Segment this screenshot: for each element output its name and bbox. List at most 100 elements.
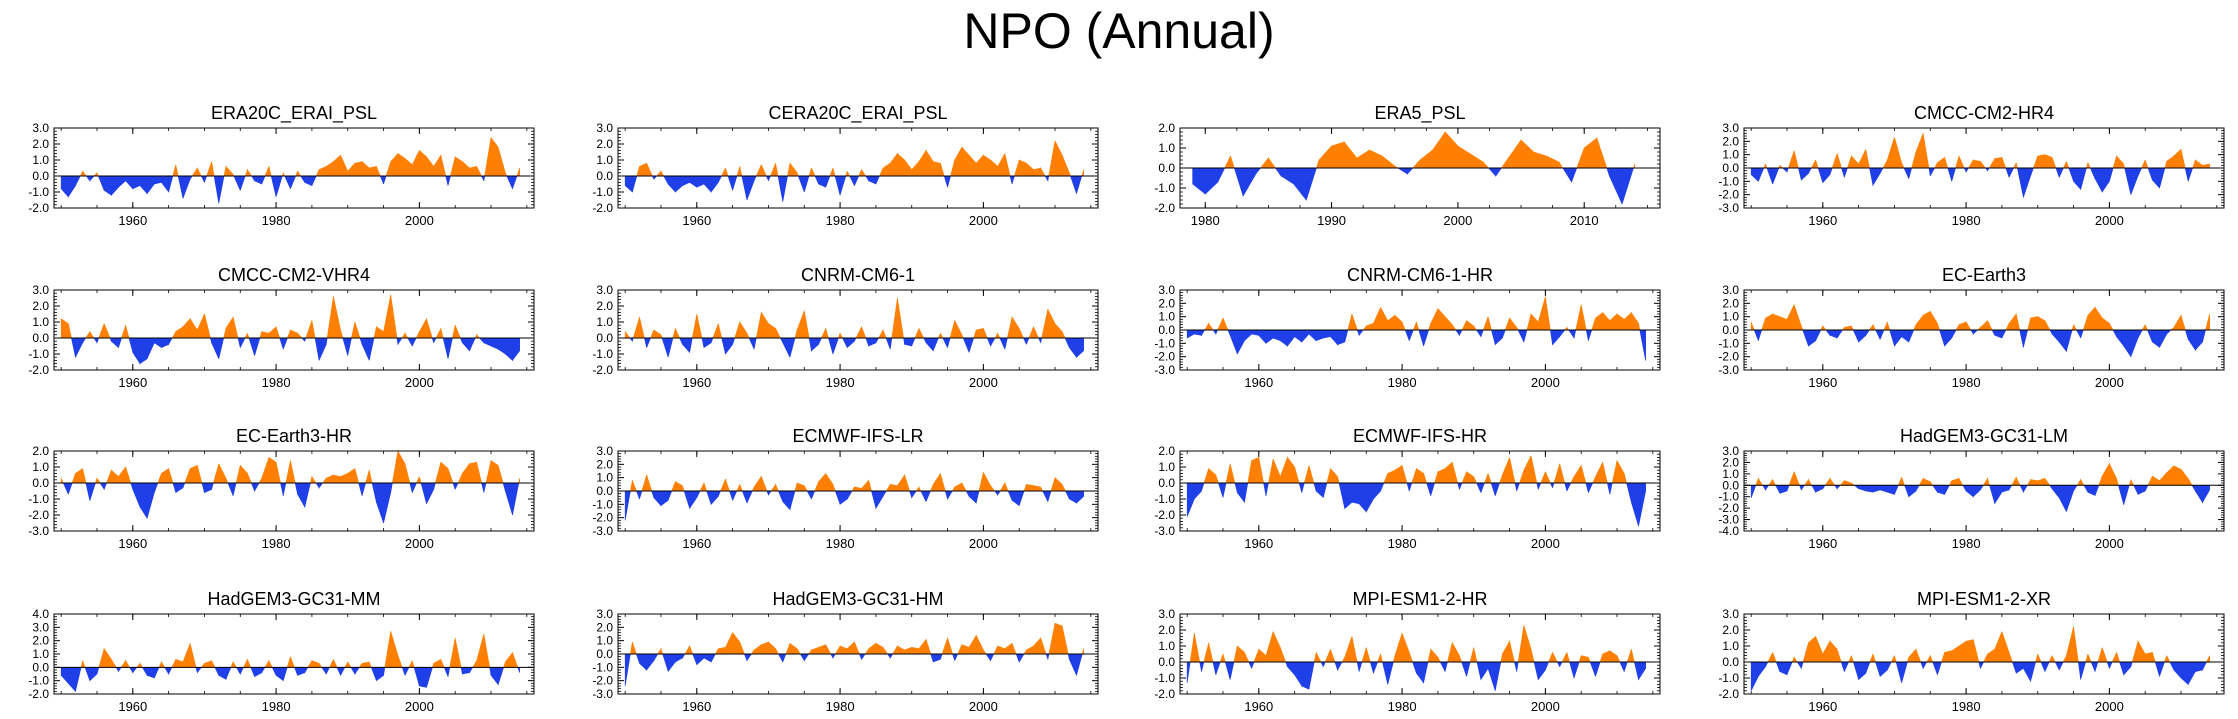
negative-area [1994, 484, 2003, 505]
negative-area [1351, 482, 1360, 505]
y-tick-label: 2.0 [1158, 121, 1175, 135]
negative-area [294, 667, 298, 676]
positive-area [1595, 462, 1603, 484]
positive-area [925, 149, 934, 177]
positive-area [1437, 307, 1446, 331]
negative-area [235, 667, 241, 676]
positive-area [2173, 148, 2182, 169]
positive-area [1886, 137, 1895, 169]
negative-area [1537, 661, 1546, 681]
negative-area [2144, 484, 2149, 492]
negative-area [1808, 167, 1812, 174]
positive-area [340, 329, 344, 339]
positive-area [994, 332, 999, 339]
positive-area [125, 466, 132, 484]
positive-area [1520, 139, 1534, 169]
y-tick-label: 0.0 [32, 169, 49, 183]
y-tick-label: 2.0 [32, 137, 49, 151]
positive-area [1315, 652, 1322, 663]
y-tick-label: -3.0 [1718, 201, 1739, 215]
negative-area [2166, 329, 2172, 335]
positive-area [957, 644, 963, 655]
positive-area [454, 325, 461, 339]
negative-area [2008, 167, 2015, 178]
negative-area [1801, 661, 1804, 669]
positive-area [1351, 313, 1358, 331]
positive-area [671, 481, 676, 492]
positive-area [1437, 657, 1441, 663]
positive-area [1822, 640, 1831, 663]
positive-area [1580, 465, 1587, 484]
negative-area [2101, 167, 2110, 193]
negative-area [1606, 167, 1610, 177]
negative-area [841, 337, 848, 348]
negative-area [497, 337, 506, 355]
positive-area [297, 332, 303, 339]
positive-area [1430, 308, 1439, 331]
positive-area [1836, 153, 1842, 169]
negative-area [943, 175, 948, 188]
negative-area [806, 490, 812, 500]
negative-area [1775, 661, 1781, 672]
positive-area [2013, 162, 2017, 169]
negative-area [1908, 167, 1913, 179]
negative-area [340, 667, 346, 676]
negative-area [1875, 661, 1881, 677]
negative-area [371, 482, 377, 503]
negative-area [2109, 661, 2113, 669]
y-tick-label: 2.0 [1722, 623, 1739, 637]
positive-area [1444, 315, 1453, 331]
negative-area [1023, 337, 1027, 345]
positive-area [2173, 465, 2182, 486]
negative-area [1858, 484, 1867, 492]
positive-area [404, 463, 411, 484]
negative-area [1040, 337, 1043, 343]
positive-area [1815, 159, 1819, 169]
positive-area [769, 163, 776, 177]
positive-area [1595, 312, 1603, 331]
negative-area [483, 337, 492, 347]
negative-area [409, 482, 413, 493]
positive-area [200, 662, 205, 668]
positive-area [2062, 161, 2067, 169]
positive-area [397, 655, 403, 668]
negative-area [1562, 167, 1572, 184]
positive-area [1330, 649, 1336, 663]
negative-area [2030, 661, 2037, 682]
positive-area [1026, 162, 1034, 177]
negative-area [118, 667, 122, 673]
negative-area [741, 490, 748, 504]
positive-area [851, 485, 855, 492]
positive-area [1755, 478, 1759, 486]
positive-area [808, 167, 812, 177]
negative-area [782, 175, 788, 202]
x-tick-label: 2000 [2095, 536, 2124, 551]
positive-area [2116, 155, 2124, 169]
negative-area [1559, 329, 1566, 338]
x-tick-label: 1980 [1388, 375, 1417, 390]
negative-area [962, 337, 970, 353]
positive-area [1316, 159, 1320, 169]
positive-area [368, 661, 372, 668]
positive-area [1913, 324, 1917, 331]
positive-area [243, 659, 248, 668]
positive-area [452, 325, 456, 339]
positive-area [1408, 652, 1413, 663]
negative-area [1920, 661, 1924, 669]
x-tick-label: 1980 [262, 375, 291, 390]
negative-area [2195, 484, 2203, 504]
panel-10: ECMWF-IFS-LR-3.0-2.0-1.00.01.02.03.01960… [592, 426, 1099, 551]
negative-area [692, 653, 698, 665]
negative-area [1595, 661, 1601, 677]
negative-area [2137, 329, 2143, 339]
negative-area [2187, 661, 2196, 686]
negative-area [1416, 661, 1424, 684]
negative-area [321, 667, 327, 675]
negative-area [248, 337, 255, 356]
negative-area [2058, 484, 2067, 512]
negative-area [1038, 337, 1041, 343]
positive-area [1779, 316, 1788, 331]
positive-area [1387, 314, 1396, 331]
